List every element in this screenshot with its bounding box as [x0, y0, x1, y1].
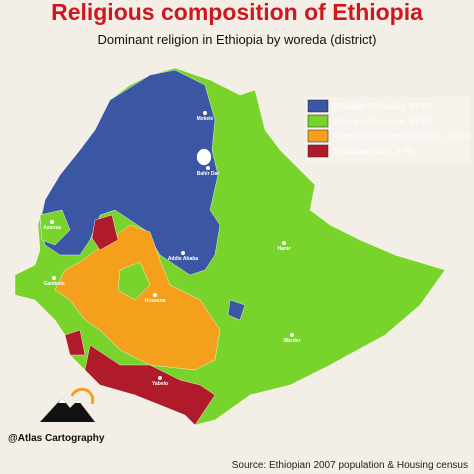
city-label: Gambela — [43, 281, 64, 287]
city-label: Harar — [277, 246, 290, 252]
region-traditional-west — [91, 214, 119, 251]
city-dot — [153, 293, 157, 297]
region-islam-west — [39, 209, 71, 246]
legend-swatch — [307, 144, 329, 158]
city-dot — [290, 333, 294, 337]
city-dot — [206, 166, 210, 170]
city-dot — [50, 220, 54, 224]
city-dot — [203, 111, 207, 115]
lake-tana — [196, 148, 212, 166]
logo-mountains — [40, 398, 95, 422]
legend-swatch — [307, 99, 329, 113]
credit: @Atlas Cartography — [8, 433, 105, 444]
city-label: Hossana — [145, 298, 166, 304]
source: Source: Ethiopian 2007 population & Hous… — [232, 460, 468, 471]
subtitle: Dominant religion in Ethiopia by woreda … — [98, 32, 377, 47]
logo-snow — [58, 398, 81, 403]
legend-swatch — [307, 114, 329, 128]
legend-label: Protestantism (mostly P'ent'ay), 18.5% — [333, 132, 470, 141]
city-label: Addis Ababa — [168, 256, 199, 262]
logo-sun — [70, 387, 95, 405]
city-label: Mekele — [197, 116, 214, 122]
cities: Mekele Bahir Dar Assosa Addis Ababa Hara… — [43, 111, 301, 387]
city-label: Assosa — [43, 225, 61, 231]
title: Religious composition of Ethiopia — [51, 0, 423, 25]
city-label: Yabelo — [152, 381, 168, 387]
city-dot — [181, 251, 185, 255]
city-dot — [52, 276, 56, 280]
legend-label: Ethiopian Orthodoxy, 43.5% — [333, 102, 432, 111]
map — [14, 67, 446, 426]
region-islam-center — [117, 261, 151, 301]
city-dot — [158, 376, 162, 380]
region-orthodox-east — [227, 299, 246, 321]
legend-label: Traditional faiths, 2.7% — [333, 147, 414, 156]
logo — [40, 387, 95, 422]
city-label: Warder — [283, 338, 300, 344]
legend: Ethiopian Orthodoxy, 43.5% Islam (mostly… — [305, 97, 470, 163]
region-traditional-south — [64, 329, 86, 356]
legend-label: Islam (mostly Sunni), 33.9% — [333, 117, 433, 126]
city-dot — [282, 241, 286, 245]
legend-swatch — [307, 129, 329, 143]
legend-box — [305, 97, 470, 163]
region-traditional — [84, 344, 216, 426]
city-label: Bahir Dar — [197, 171, 220, 177]
